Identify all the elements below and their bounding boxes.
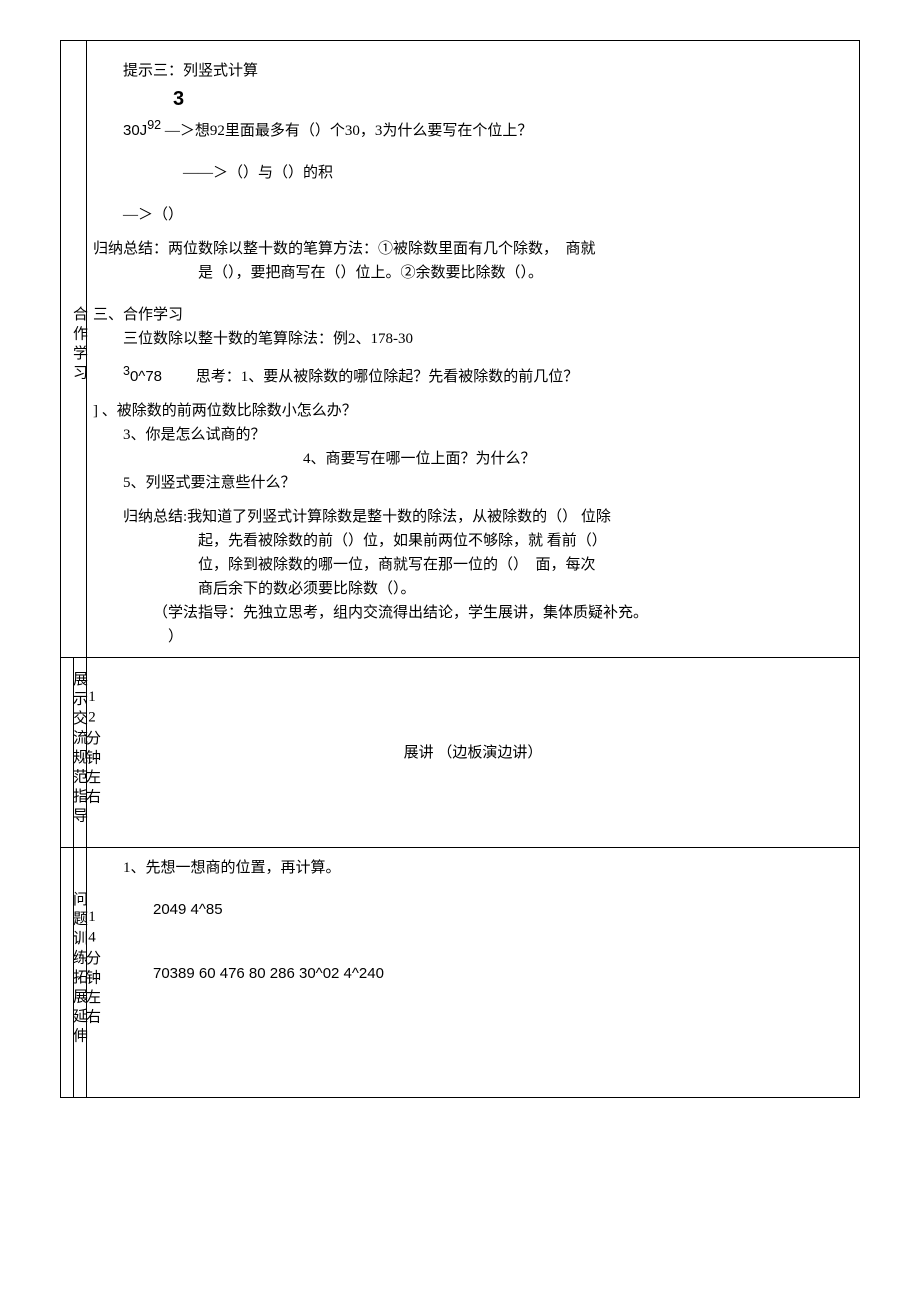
practice-line1: 1、先想一想商的位置，再计算。 <box>93 856 853 880</box>
tip3-line2: ——＞（）与（）的积 <box>93 161 853 185</box>
present-body: 展讲 （边板演边讲） <box>93 741 853 765</box>
section3-sub: 三位数除以整十数的笔算除法：例2、178-30 <box>93 327 853 351</box>
q-bracket: ] <box>93 403 98 419</box>
row-present: 展示交流规范指导 12分钟左右 展讲 （边板演边讲） <box>61 658 860 848</box>
summary2-a: 归纳总结:我知道了列竖式计算除数是整十数的除法，从被除数的（） 位除 <box>93 505 853 529</box>
time-practice-text: 14分钟左右 <box>80 909 104 1028</box>
tip3-big3: 3 <box>93 83 853 115</box>
tip3-line3: —＞（） <box>93 203 853 227</box>
section3-title: 三、合作学习 <box>93 303 853 327</box>
label-cooperative-text: 合作学习 <box>67 306 91 384</box>
summary2-block: 起，先看被除数的前（）位，如果前两位不够除，就 看前（） 位，除到被除数的哪一位… <box>93 529 853 601</box>
content-practice: 1、先想一想商的位置，再计算。 2049 4^85 70389 60 476 8… <box>87 848 860 1098</box>
practice-expr2: 70389 60 476 80 286 30^02 4^240 <box>93 962 853 986</box>
q3: 3、你是怎么试商的？ <box>93 423 853 447</box>
section3-expr-line: 30^78 思考：1、要从被除数的哪位除起？先看被除数的前几位？ <box>93 361 853 389</box>
method-a: （学法指导：先独立思考，组内交流得出结论，学生展讲，集体质疑补充。 <box>93 601 853 625</box>
summary2-d: 商后余下的数必须要比除数（）。 <box>93 577 853 601</box>
q2-line: ] 、被除数的前两位数比除数小怎么办？ <box>93 399 853 423</box>
lesson-plan-table: 合作学习 提示三：列竖式计算 3 30J92 —＞想92里面最多有（）个30，3… <box>60 40 860 1098</box>
section3-think: 思考：1、要从被除数的哪位除起？先看被除数的前几位？ <box>166 369 579 385</box>
time-present-text: 12分钟左右 <box>80 689 104 808</box>
tip3-expr-b: 92 <box>147 118 161 132</box>
summary2-b: 起，先看被除数的前（）位，如果前两位不够除，就 看前（） <box>93 529 853 553</box>
row-practice: 问题训练拓展延伸 14分钟左右 1、先想一想商的位置，再计算。 2049 4^8… <box>61 848 860 1098</box>
method-b: ） <box>93 625 853 649</box>
label-present: 展示交流规范指导 <box>61 658 74 848</box>
label-cooperative: 合作学习 <box>61 41 87 658</box>
summary1-a: 归纳总结：两位数除以整十数的笔算方法：①被除数里面有几个除数， 商就 <box>93 237 853 261</box>
q5: 5、列竖式要注意些什么？ <box>93 471 853 495</box>
row-cooperative: 合作学习 提示三：列竖式计算 3 30J92 —＞想92里面最多有（）个30，3… <box>61 41 860 658</box>
tip3-title: 提示三：列竖式计算 <box>93 59 853 83</box>
tip3-line1: 30J92 —＞想92里面最多有（）个30，3为什么要写在个位上？ <box>93 115 853 143</box>
practice-expr1: 2049 4^85 <box>93 898 853 922</box>
label-practice: 问题训练拓展延伸 <box>61 848 74 1098</box>
summary1-b: 是（），要把商写在（）位上。②余数要比除数（）。 <box>93 261 853 285</box>
content-cooperative: 提示三：列竖式计算 3 30J92 —＞想92里面最多有（）个30，3为什么要写… <box>87 41 860 658</box>
q2: 、被除数的前两位数比除数小怎么办？ <box>102 403 357 419</box>
section3-expr: 30^78 <box>123 369 162 385</box>
content-present: 展讲 （边板演边讲） <box>87 658 860 848</box>
q4: 4、商要写在哪一位上面？为什么？ <box>93 447 853 471</box>
summary2-c: 位，除到被除数的哪一位，商就写在那一位的（） 面，每次 <box>93 553 853 577</box>
tip3-expr-tail: —＞想92里面最多有（）个30，3为什么要写在个位上？ <box>161 123 532 139</box>
tip3-expr-a: 30J <box>123 122 147 139</box>
